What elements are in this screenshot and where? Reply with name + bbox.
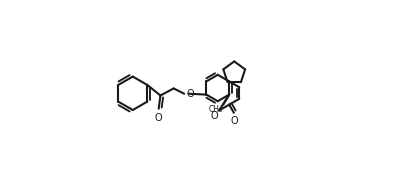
- Text: O: O: [155, 113, 162, 123]
- Text: CH₃: CH₃: [208, 105, 223, 114]
- Text: O: O: [231, 116, 238, 126]
- Text: O: O: [211, 111, 218, 121]
- Text: O: O: [186, 89, 194, 99]
